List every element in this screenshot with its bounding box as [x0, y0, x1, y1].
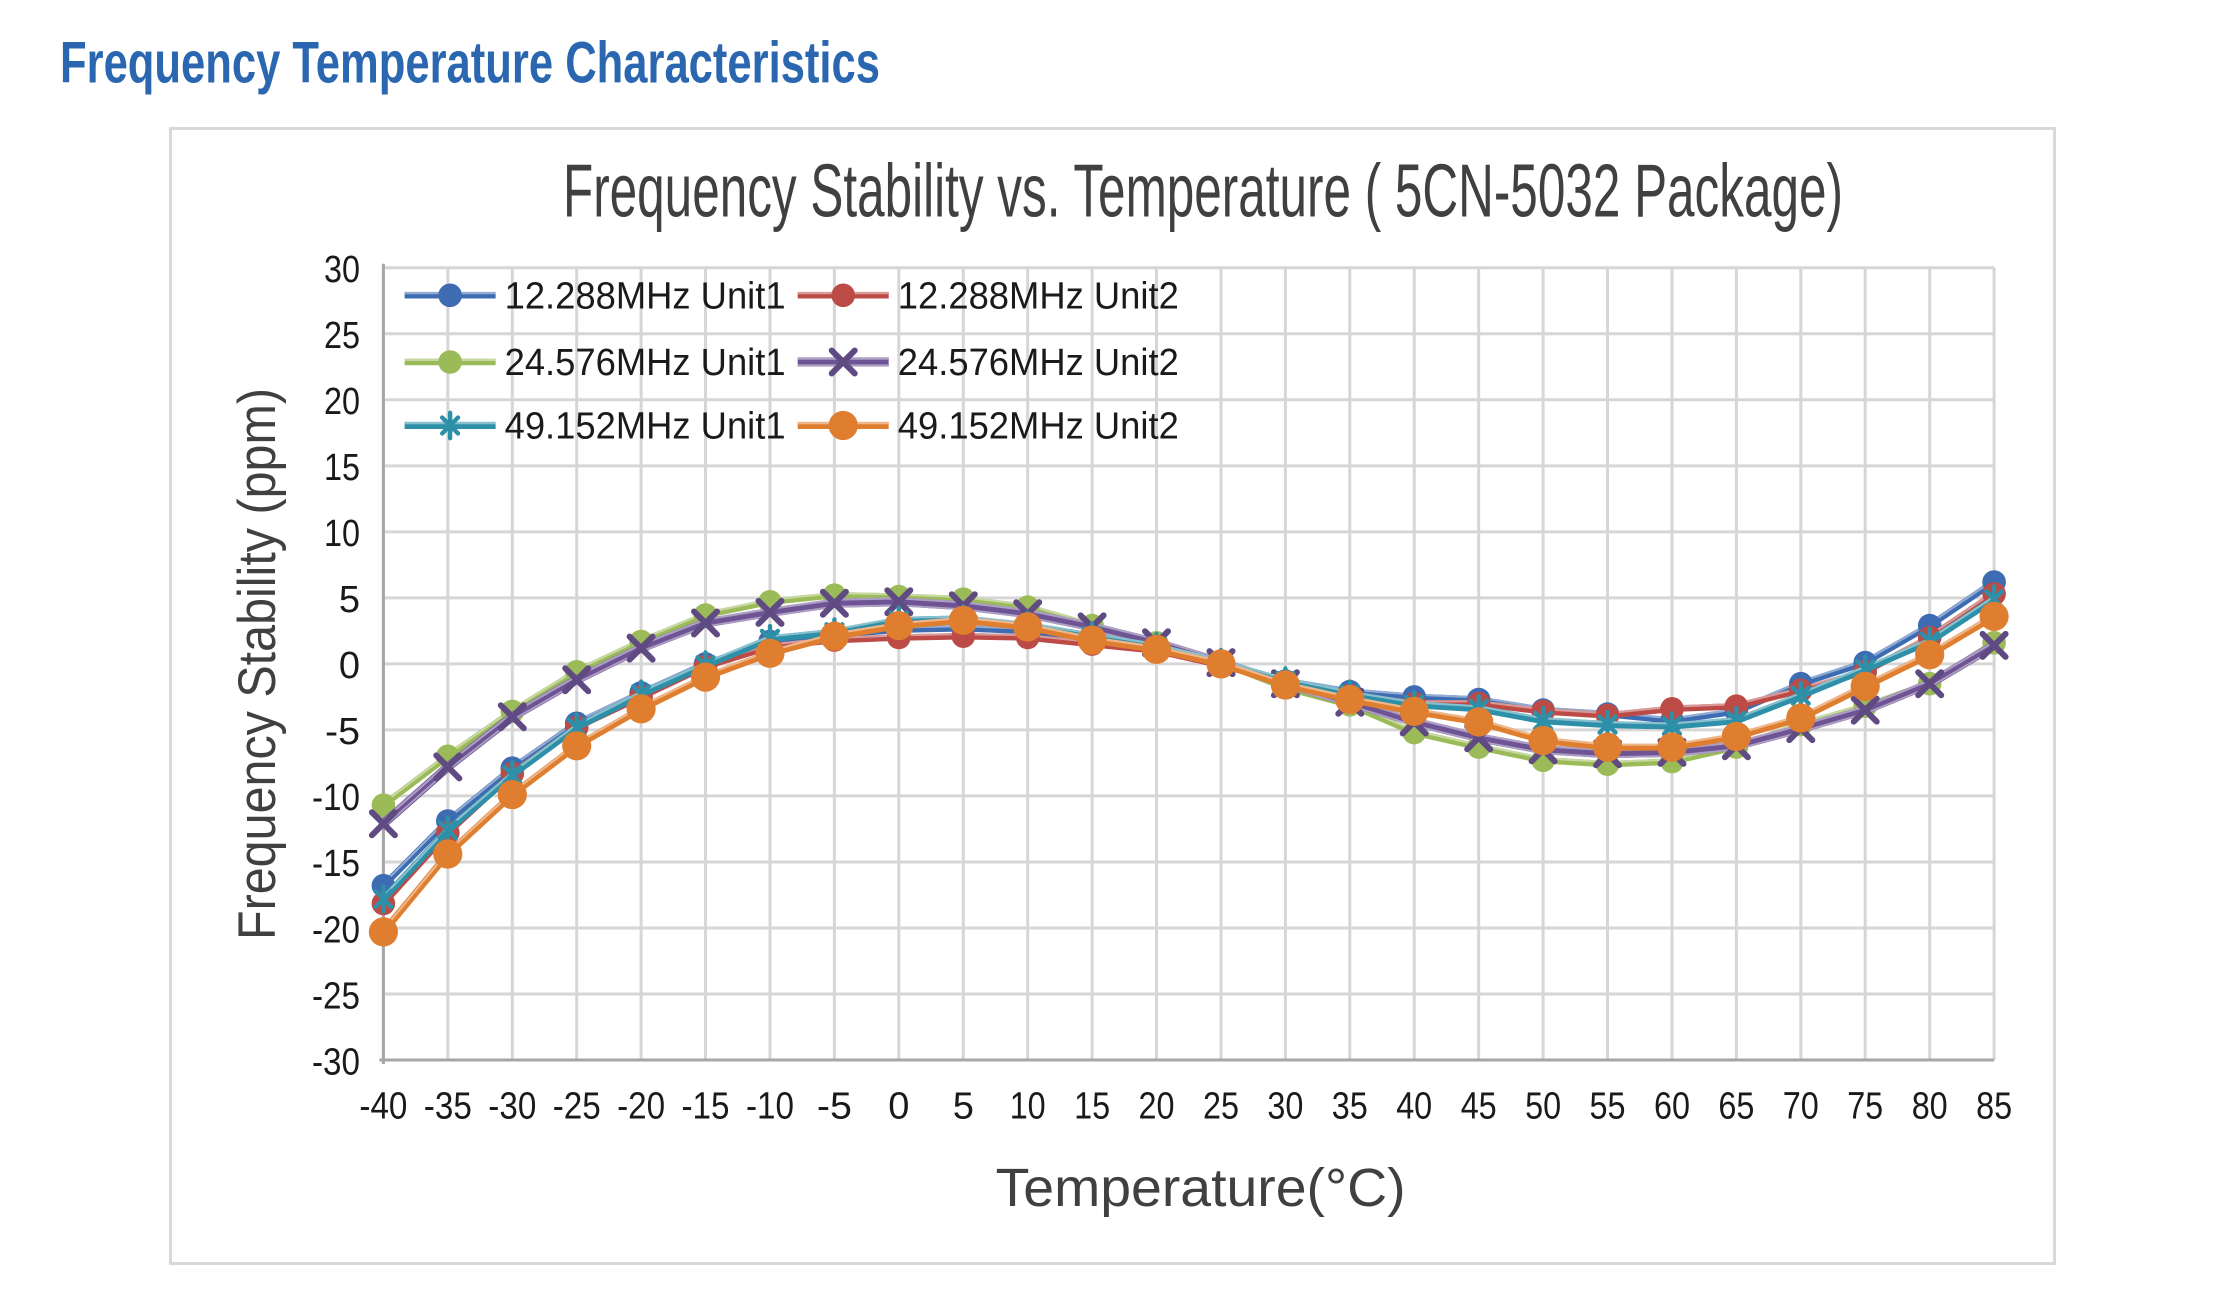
svg-text:-15: -15	[312, 843, 360, 885]
svg-text:65: 65	[1718, 1086, 1754, 1128]
svg-text:0: 0	[339, 645, 360, 687]
svg-text:-5: -5	[325, 711, 360, 753]
svg-text:15: 15	[1074, 1086, 1110, 1128]
svg-text:-25: -25	[553, 1086, 601, 1128]
svg-text:85: 85	[1976, 1086, 2012, 1128]
svg-text:-30: -30	[312, 1041, 360, 1083]
svg-text:-35: -35	[424, 1086, 472, 1128]
svg-text:12.288MHz Unit1: 12.288MHz Unit1	[505, 276, 786, 318]
svg-text:49.152MHz Unit2: 49.152MHz Unit2	[898, 406, 1179, 448]
svg-text:75: 75	[1847, 1086, 1883, 1128]
svg-text:15: 15	[324, 447, 360, 489]
svg-text:-20: -20	[617, 1086, 665, 1128]
svg-text:70: 70	[1783, 1086, 1819, 1128]
svg-text:20: 20	[1139, 1086, 1175, 1128]
svg-text:Frequency Stability vs. Temper: Frequency Stability vs. Temperature ( 5C…	[563, 149, 1843, 233]
svg-text:24.576MHz Unit2: 24.576MHz Unit2	[898, 342, 1179, 384]
svg-text:45: 45	[1461, 1086, 1497, 1128]
svg-text:80: 80	[1912, 1086, 1948, 1128]
svg-text:5: 5	[339, 579, 360, 621]
svg-text:-40: -40	[359, 1086, 407, 1128]
svg-text:0: 0	[888, 1086, 909, 1128]
svg-text:12.288MHz Unit2: 12.288MHz Unit2	[898, 276, 1179, 318]
svg-text:5: 5	[953, 1086, 974, 1128]
svg-text:-30: -30	[488, 1086, 536, 1128]
svg-text:-15: -15	[682, 1086, 730, 1128]
svg-text:-10: -10	[746, 1086, 794, 1128]
svg-text:40: 40	[1396, 1086, 1432, 1128]
svg-text:35: 35	[1332, 1086, 1368, 1128]
svg-text:30: 30	[1267, 1086, 1303, 1128]
svg-text:50: 50	[1525, 1086, 1561, 1128]
svg-text:25: 25	[1203, 1086, 1239, 1128]
svg-text:55: 55	[1590, 1086, 1626, 1128]
svg-text:-10: -10	[312, 777, 360, 819]
svg-text:24.576MHz Unit1: 24.576MHz Unit1	[505, 342, 786, 384]
svg-text:-20: -20	[312, 909, 360, 951]
svg-text:25: 25	[324, 315, 360, 357]
svg-text:49.152MHz Unit1: 49.152MHz Unit1	[505, 406, 786, 448]
svg-text:Temperature(°C): Temperature(°C)	[996, 1158, 1406, 1218]
svg-text:10: 10	[324, 513, 360, 555]
svg-text:Frequency Stability (ppm): Frequency Stability (ppm)	[228, 388, 287, 940]
svg-text:10: 10	[1010, 1086, 1046, 1128]
svg-text:20: 20	[324, 381, 360, 423]
svg-text:30: 30	[324, 249, 360, 291]
svg-text:-25: -25	[312, 975, 360, 1017]
svg-text:-5: -5	[817, 1086, 852, 1128]
svg-text:60: 60	[1654, 1086, 1690, 1128]
svg-text:Frequency Temperature Characte: Frequency Temperature Characteristics	[60, 31, 880, 96]
